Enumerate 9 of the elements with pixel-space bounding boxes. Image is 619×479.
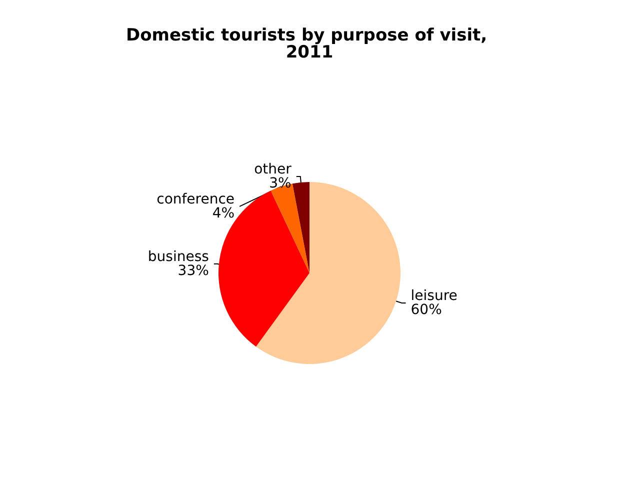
- data-label: 3%: [269, 175, 292, 192]
- slice-label: conference: [156, 191, 235, 208]
- data-label: 33%: [178, 262, 209, 279]
- data-label: 4%: [212, 205, 235, 222]
- slice-label: leisure: [410, 288, 458, 304]
- chart-title: Domestic tourists by purpose of visit, 2011: [126, 26, 494, 62]
- data-label: 60%: [410, 302, 442, 318]
- slice-label: business: [148, 248, 209, 265]
- slice-label: other: [254, 161, 292, 178]
